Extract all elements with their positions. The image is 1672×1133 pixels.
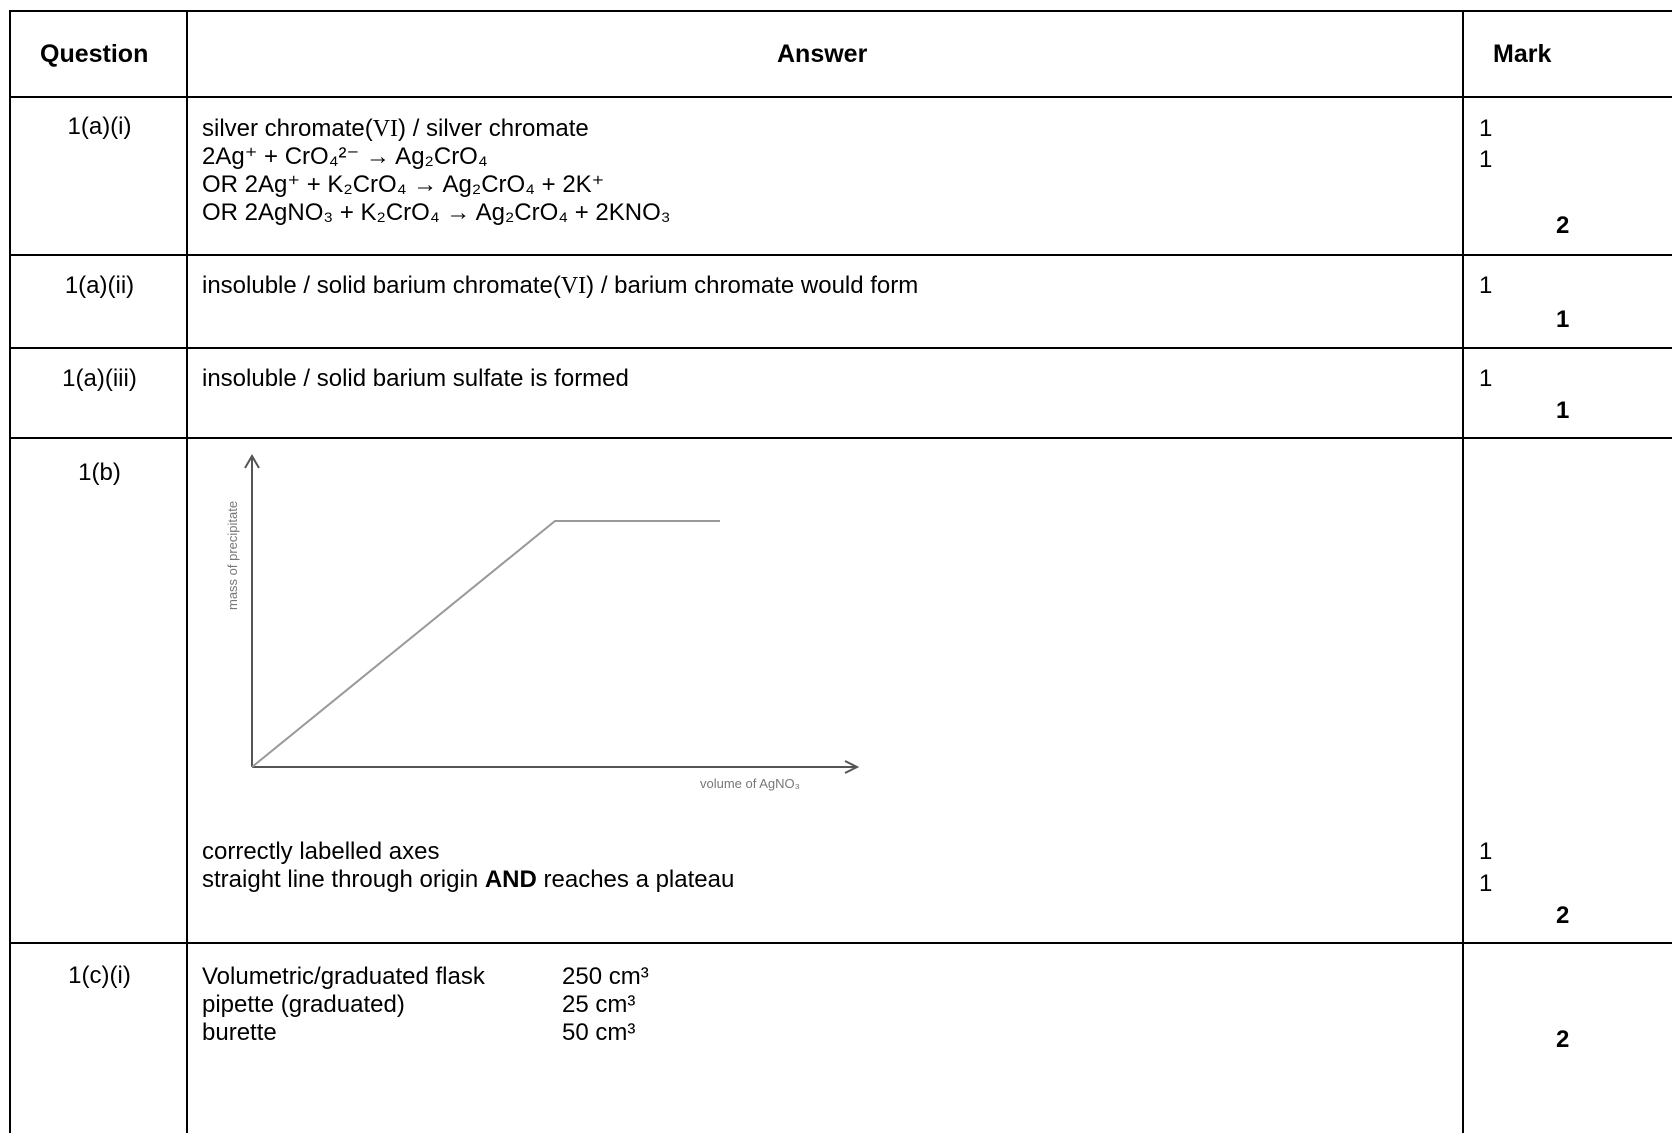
mark-value: 1 xyxy=(1479,838,1493,865)
apparatus-volume: 25 cm³ xyxy=(562,991,636,1018)
question-number: 1(c)(i) xyxy=(68,962,131,989)
sketch-line xyxy=(251,520,720,768)
mark-total: 1 xyxy=(1556,306,1570,333)
row-divider xyxy=(9,347,1672,349)
question-number: 1(a)(ii) xyxy=(64,272,135,299)
table-border-left xyxy=(9,10,11,1133)
header-question: Question xyxy=(40,40,149,68)
mark-total: 2 xyxy=(1556,212,1570,239)
column-divider xyxy=(1462,10,1464,1133)
answer-text: correctly labelled axes straight line th… xyxy=(202,838,734,894)
mark-value: 1 xyxy=(1479,870,1493,897)
apparatus-name: burette xyxy=(202,1019,277,1046)
x-axis-arrowhead xyxy=(844,760,860,774)
answer-line: OR 2AgNO₃ + K₂CrO₄ → Ag₂CrO₄ + 2KNO₃ xyxy=(202,199,671,226)
answer-text: insoluble / solid barium sulfate is form… xyxy=(202,365,629,392)
y-axis-label: mass of precipitate xyxy=(225,501,240,610)
question-number: 1(b) xyxy=(78,459,121,486)
answer-line: 2Ag⁺ + CrO₄²⁻ → Ag₂CrO₄ xyxy=(202,143,488,170)
mark-total: 1 xyxy=(1556,397,1570,424)
question-number: 1(a)(iii) xyxy=(62,365,137,392)
row-divider xyxy=(9,96,1672,98)
mark-total: 2 xyxy=(1556,1026,1570,1053)
apparatus-table: Volumetric/graduated flask 250 cm³ pipet… xyxy=(202,963,649,1047)
x-axis-label: volume of AgNO₃ xyxy=(700,776,800,791)
answer-line: silver chromate(VI) / silver chromate xyxy=(202,115,589,142)
mark-total: 2 xyxy=(1556,902,1570,929)
row-divider xyxy=(9,437,1672,439)
answer-line: correctly labelled axes xyxy=(202,838,440,865)
row-divider xyxy=(9,942,1672,944)
answer-line: OR 2Ag⁺ + K₂CrO₄ → Ag₂CrO₄ + 2K⁺ xyxy=(202,171,605,198)
mark-value: 1 xyxy=(1479,365,1493,392)
question-number: 1(a)(i) xyxy=(67,113,132,140)
precipitate-sketch-graph: mass of precipitate volume of AgNO₃ xyxy=(225,454,860,791)
answer-text: silver chromate(VI) / silver chromate 2A… xyxy=(202,115,671,227)
apparatus-name: pipette (graduated) xyxy=(202,991,405,1018)
apparatus-volume: 250 cm³ xyxy=(562,963,649,990)
apparatus-volume: 50 cm³ xyxy=(562,1019,636,1046)
y-axis-arrowhead xyxy=(244,454,260,469)
answer-line: straight line through origin AND reaches… xyxy=(202,866,735,893)
apparatus-name: Volumetric/graduated flask xyxy=(202,963,485,990)
table-border-top xyxy=(9,10,1672,12)
answer-text: insoluble / solid barium chromate(VI) / … xyxy=(202,272,919,299)
header-answer: Answer xyxy=(777,40,868,68)
mark-value: 1 xyxy=(1479,146,1493,173)
row-divider xyxy=(9,254,1672,256)
header-mark: Mark xyxy=(1493,40,1552,68)
column-divider xyxy=(186,10,188,1133)
mark-value: 1 xyxy=(1479,115,1493,142)
mark-value: 1 xyxy=(1479,272,1493,299)
